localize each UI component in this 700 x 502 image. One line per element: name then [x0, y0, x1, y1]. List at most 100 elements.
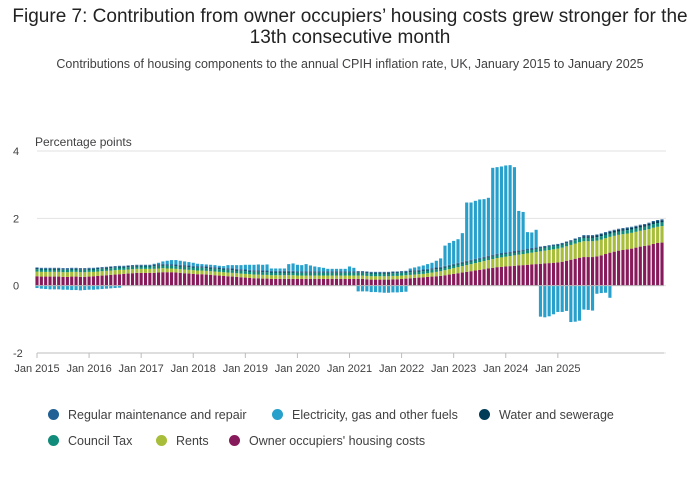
bar-segment: [530, 249, 534, 253]
bar-segment: [235, 273, 239, 277]
bar-segment: [534, 229, 538, 248]
bar-segment: [265, 278, 269, 286]
bar-segment: [460, 272, 464, 286]
bar-segment: [356, 275, 360, 279]
bar-segment: [426, 273, 430, 277]
bar-segment: [360, 285, 365, 292]
bar-segment: [599, 239, 603, 256]
bar-segment: [638, 227, 642, 231]
bar-segment: [265, 271, 269, 273]
bar-segment: [408, 271, 412, 273]
bar-segment: [122, 266, 126, 268]
bar-segment: [582, 236, 586, 238]
bar-segment: [269, 275, 273, 279]
bar-segment: [226, 268, 230, 270]
bar-segment: [547, 249, 551, 264]
bar-segment: [156, 262, 161, 265]
bar-segment: [408, 274, 412, 279]
bar-segment: [274, 278, 278, 286]
bar-segment: [347, 272, 352, 276]
bar-segment: [382, 271, 386, 273]
legend-item-rents[interactable]: Rents: [156, 434, 209, 448]
bar-segment: [352, 271, 356, 273]
bar-segment: [317, 278, 321, 286]
bar-segment: [252, 271, 256, 272]
bar-segment: [421, 271, 425, 274]
bar-segment: [165, 265, 169, 269]
bar-segment: [35, 269, 39, 272]
bar-segment: [347, 272, 352, 273]
bar-segment: [109, 270, 113, 275]
bar-segment: [469, 260, 473, 262]
legend-item-ooh[interactable]: Owner occupiers' housing costs: [229, 434, 425, 448]
bar-segment: [504, 252, 508, 254]
bar-segment: [48, 285, 52, 290]
bar-segment: [356, 271, 360, 273]
bar-segment: [191, 265, 195, 267]
bar-segment: [634, 226, 638, 229]
bar-segment: [100, 271, 104, 276]
bar-segment: [204, 264, 208, 267]
bar-segment: [352, 272, 356, 273]
bar-segment: [282, 275, 286, 279]
bar-segment: [651, 227, 655, 244]
bar-segment: [52, 271, 56, 277]
bar-segment: [387, 272, 391, 274]
bar-segment: [230, 269, 234, 271]
bar-segment: [439, 267, 443, 269]
bar-segment: [604, 234, 608, 239]
bar-segment: [39, 267, 43, 269]
legend-item-electricity[interactable]: Electricity, gas and other fuels: [272, 408, 458, 422]
bar-segment: [39, 271, 43, 277]
bar-segment: [590, 237, 595, 242]
bar-segment: [196, 267, 200, 268]
bar-segment: [625, 249, 629, 286]
bar-segment: [378, 273, 382, 277]
bar-segment: [400, 278, 404, 286]
bar-segment: [443, 245, 447, 266]
bar-segment: [339, 275, 343, 279]
legend-item-maintenance[interactable]: Regular maintenance and repair: [48, 408, 247, 422]
bar-segment: [378, 279, 382, 286]
bar-segment: [551, 246, 556, 250]
bar-segment: [235, 265, 239, 269]
bar-segment: [617, 229, 621, 232]
bar-segment: [65, 276, 69, 286]
bar-segment: [339, 278, 343, 286]
bar-segment: [256, 270, 260, 272]
bar-segment: [91, 276, 95, 286]
bar-segment: [630, 232, 634, 249]
legend-item-water[interactable]: Water and sewerage: [479, 408, 614, 422]
bar-segment: [96, 269, 100, 272]
bar-segment: [291, 263, 295, 271]
bar-segment: [313, 272, 317, 273]
bar-segment: [404, 271, 408, 273]
bar-segment: [239, 273, 243, 278]
bar-segment: [352, 272, 356, 276]
bar-segment: [656, 226, 660, 243]
bar-segment: [430, 268, 434, 270]
bar-segment: [621, 230, 625, 235]
bar-segment: [300, 275, 304, 279]
bar-segment: [430, 269, 434, 270]
bar-segment: [113, 270, 117, 275]
bar-segment: [74, 271, 78, 277]
bar-segment: [152, 268, 156, 273]
bar-segment: [556, 262, 560, 286]
bar-segment: [638, 230, 642, 247]
bar-segment: [243, 277, 247, 286]
bar-segment: [126, 267, 130, 270]
bar-segment: [643, 245, 647, 286]
bar-segment: [213, 268, 217, 272]
legend-item-council-tax[interactable]: Council Tax: [48, 434, 132, 448]
bar-segment: [156, 265, 161, 266]
bar-segment: [209, 268, 213, 272]
bar-segment: [165, 260, 169, 265]
bar-segment: [456, 262, 460, 264]
bar-segment: [169, 272, 174, 286]
bar-segment: [608, 236, 612, 253]
bar-segment: [608, 230, 612, 232]
bar-segment: [508, 256, 512, 267]
bar-segment: [287, 278, 291, 286]
bar-segment: [317, 267, 321, 272]
